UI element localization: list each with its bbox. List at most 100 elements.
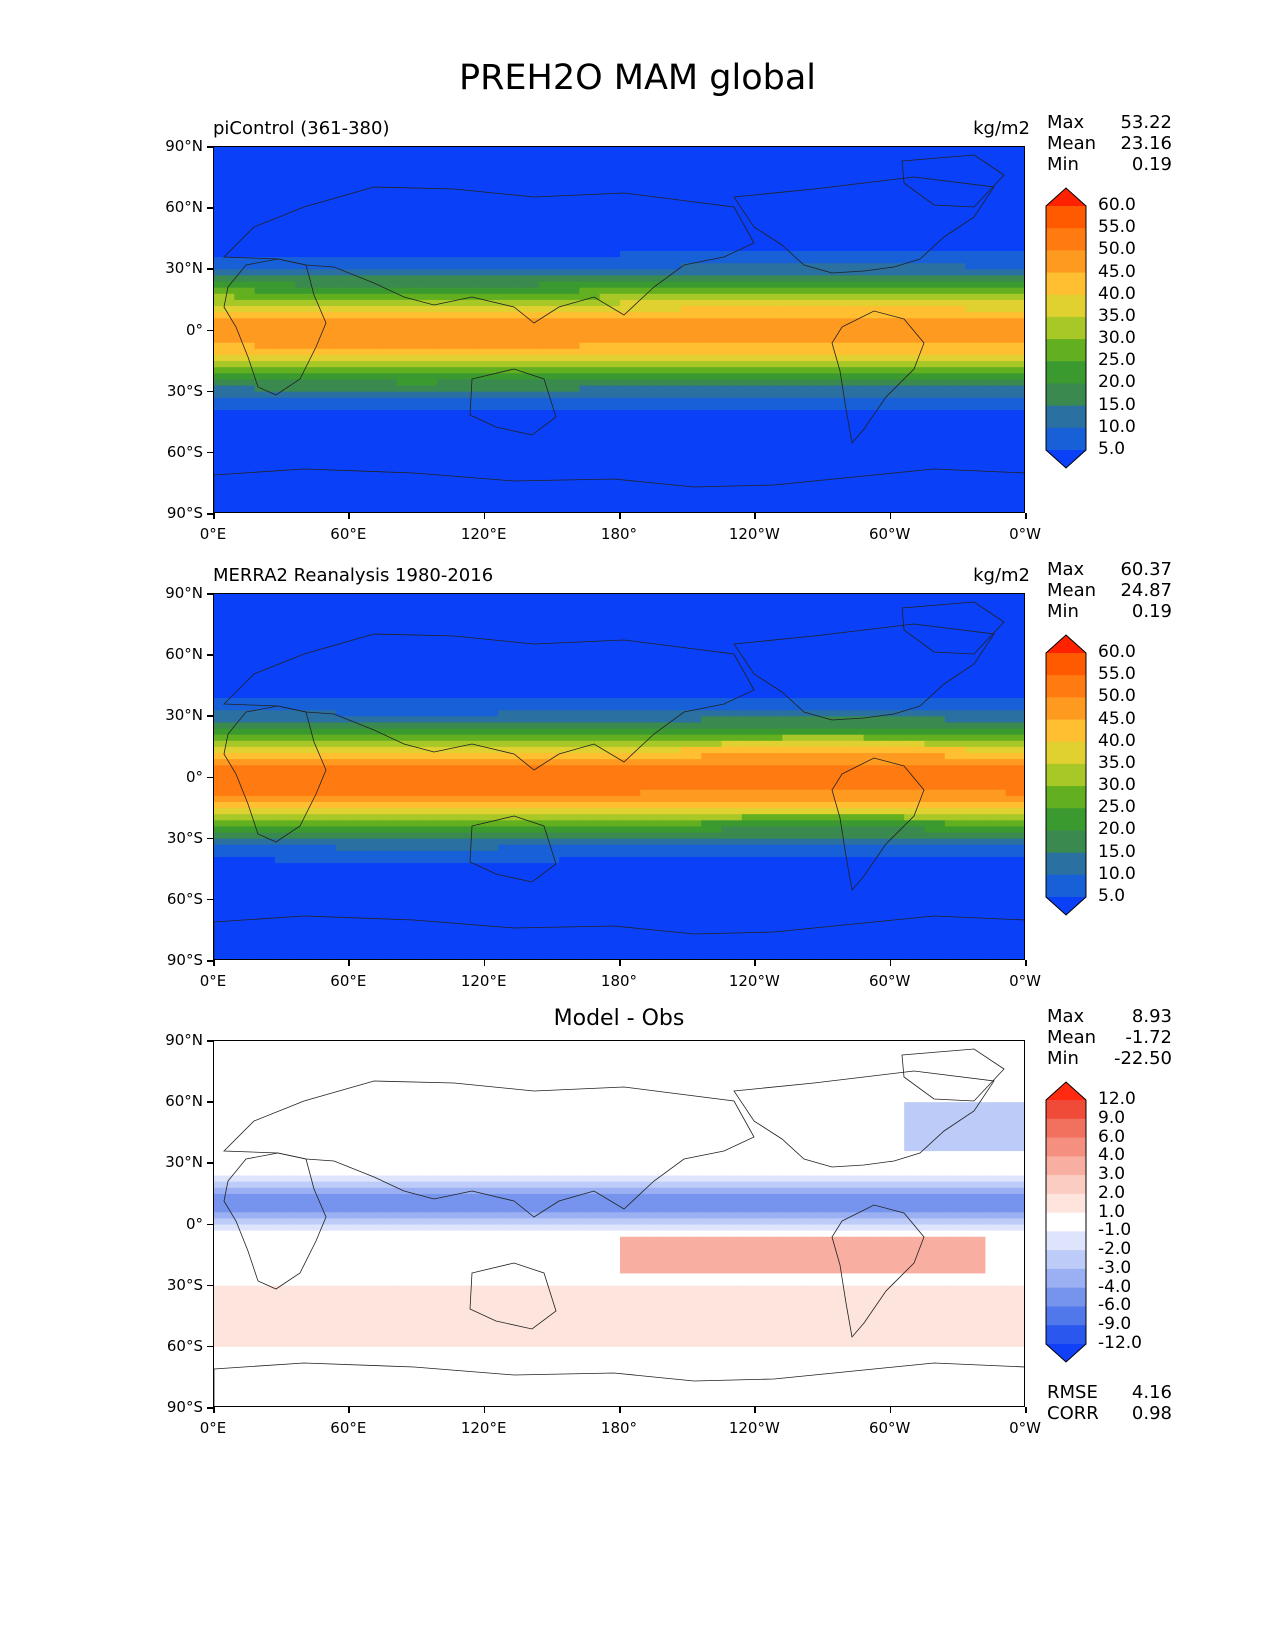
field-cell [762, 397, 783, 405]
lat-tick [207, 451, 213, 454]
field-cell [944, 954, 966, 959]
lon-tick [1025, 513, 1027, 519]
field-cell [335, 281, 357, 289]
field-cell [274, 495, 296, 503]
field-cell [762, 612, 783, 620]
field-cell [680, 612, 702, 620]
field-cell [477, 489, 499, 497]
field-cell [823, 361, 844, 368]
field-cell [396, 716, 418, 724]
field-cell [904, 153, 926, 160]
field-cell [274, 808, 296, 815]
colorbar-label: 5.0 [1098, 886, 1126, 906]
field-cell [315, 612, 337, 620]
field-cell [559, 618, 580, 626]
field-cell [985, 594, 1007, 601]
field-cell [863, 379, 885, 387]
field-cell [640, 440, 662, 448]
field-cell [254, 465, 276, 472]
field-cell [559, 728, 580, 736]
field-cell [883, 930, 905, 938]
field-cell [924, 293, 946, 301]
field-cell [782, 501, 804, 509]
field-cell [843, 275, 865, 283]
field-cell [1005, 899, 1024, 907]
field-cell [721, 801, 743, 809]
field-cell [335, 789, 357, 797]
field-cell [883, 324, 905, 332]
field-cell [741, 789, 763, 797]
field-cell [295, 471, 317, 478]
field-cell [214, 954, 235, 959]
field-cell [538, 746, 560, 754]
field-cell [538, 312, 560, 319]
field-cell [965, 434, 986, 442]
field-cell [234, 881, 256, 889]
field-cell [823, 954, 844, 959]
field-cell [559, 361, 580, 368]
field-cell [721, 679, 743, 687]
field-cell [477, 281, 499, 289]
field-cell [944, 912, 966, 919]
field-cell [538, 342, 560, 350]
field-cell [579, 361, 601, 368]
field-cell [518, 716, 540, 724]
field-cell [559, 177, 580, 185]
field-cell [741, 814, 763, 821]
field-cell [437, 177, 459, 185]
field-cell [823, 795, 844, 803]
field-cell [417, 385, 438, 393]
field-cell [254, 912, 276, 919]
field-cell [376, 165, 398, 173]
lat-tick [207, 207, 213, 209]
field-cell [883, 704, 905, 711]
field-cell [965, 471, 986, 478]
field-cell [417, 918, 438, 925]
field-cell [863, 208, 885, 215]
field-cell [620, 348, 641, 356]
field-cell [924, 722, 946, 730]
field-cell [904, 661, 926, 668]
field-cell [1005, 159, 1024, 166]
field-cell [782, 875, 804, 883]
field-cell [559, 244, 580, 252]
field-cell [518, 299, 540, 307]
field-cell [477, 379, 499, 387]
field-cell [315, 446, 337, 454]
lon-tick [889, 513, 892, 519]
field-cell [417, 612, 438, 620]
field-cell [274, 691, 296, 699]
field-cell [579, 716, 601, 724]
field-cell [1005, 428, 1024, 436]
field-cell [741, 361, 763, 368]
field-cell [883, 501, 905, 509]
field-cell [457, 893, 479, 901]
field-cell [417, 336, 438, 344]
field-cell [883, 612, 905, 620]
field-cell [904, 912, 926, 919]
field-cell [518, 336, 540, 344]
field-cell [640, 850, 662, 858]
field-cell [965, 214, 986, 221]
map-panel: Model - Obs 90°N 60°N 30°N 0° 30°S 60°S 90°S 0°E… [0, 1006, 1275, 1462]
field-cell [518, 416, 540, 423]
field-cell [680, 704, 702, 711]
field-cell [680, 716, 702, 724]
field-cell [965, 403, 986, 411]
field-cell [762, 710, 783, 717]
field-cell [741, 422, 763, 429]
field-cell [802, 942, 824, 950]
field-cell [843, 342, 865, 350]
field-cell [437, 220, 459, 228]
field-cell [356, 783, 377, 791]
field-cell [559, 471, 580, 478]
field-cell [741, 618, 763, 626]
field-cell [904, 434, 926, 442]
colorbar-label: 25.0 [1098, 350, 1136, 371]
field-cell [396, 147, 418, 154]
field-cell [660, 312, 682, 319]
field-cell [863, 918, 885, 925]
field-cell [721, 618, 743, 626]
field-cell [640, 299, 662, 307]
field-cell [680, 850, 702, 858]
